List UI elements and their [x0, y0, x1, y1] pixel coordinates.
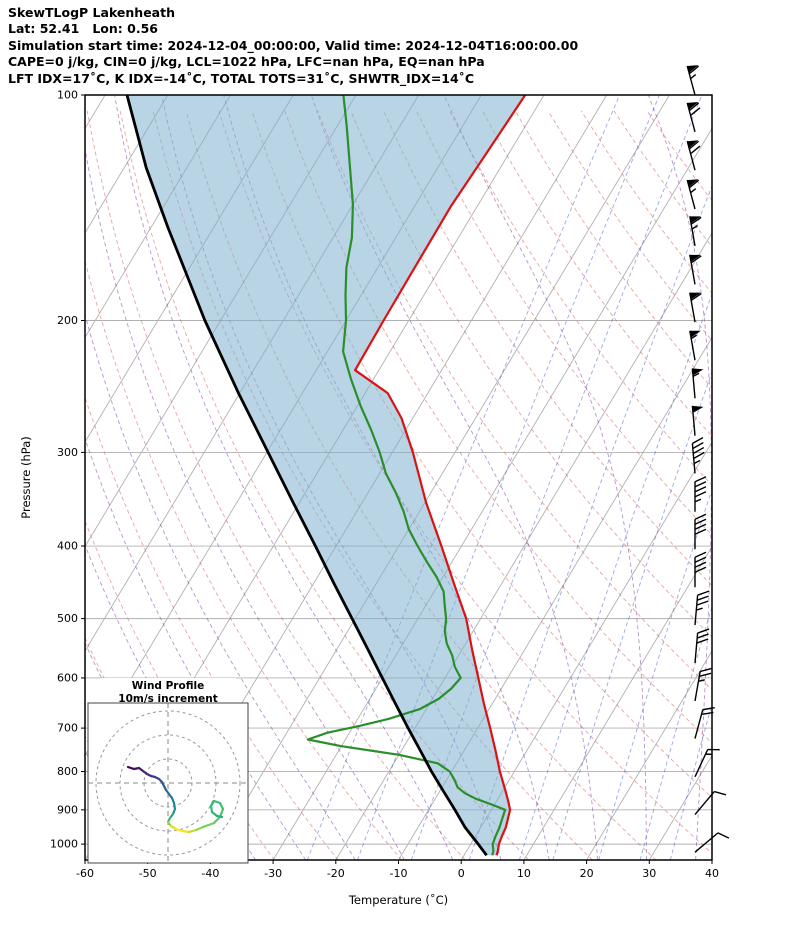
x-tick-label: -40	[201, 867, 219, 880]
hodograph-title: Wind Profile	[132, 680, 204, 692]
wind-barb	[689, 216, 702, 246]
wind-barb	[694, 476, 707, 512]
hodograph-trace-segment	[212, 815, 222, 825]
hodograph-subtitle: 10m/s increment	[118, 693, 217, 705]
wind-barb	[691, 436, 705, 474]
y-tick-label: 700	[57, 722, 78, 735]
temperature-line	[354, 95, 527, 856]
chart-indices-line1: CAPE=0 j/kg, CIN=0 j/kg, LCL=1022 hPa, L…	[8, 54, 485, 70]
x-tick-label: 30	[642, 867, 656, 880]
wind-barb	[689, 254, 702, 285]
wind-barb	[694, 832, 730, 853]
wind-barb	[689, 330, 701, 361]
wind-barb	[694, 706, 715, 739]
wind-barb	[691, 368, 704, 399]
hodograph-trace-segment	[201, 821, 216, 829]
y-tick-label: 300	[57, 446, 78, 459]
chart-location: Lat: 52.41 Lon: 0.56	[8, 21, 158, 37]
dewpoint-line	[306, 95, 507, 856]
wind-barb	[694, 590, 710, 626]
y-tick-label: 400	[57, 540, 78, 553]
y-tick-label: 900	[57, 803, 78, 816]
hodograph-ring	[95, 710, 241, 856]
x-axis-label: Temperature (˚C)	[348, 892, 448, 907]
wind-barb	[686, 179, 700, 210]
wind-barb	[694, 667, 713, 702]
y-tick-label: 100	[57, 89, 78, 102]
y-tick-label: 200	[57, 314, 78, 327]
x-tick-label: 40	[705, 867, 719, 880]
chart-title: SkewTLogP Lakenheath	[8, 5, 175, 20]
y-tick-label: 500	[57, 612, 78, 625]
wind-barb	[686, 65, 700, 96]
y-axis-label: Pressure (hPa)	[19, 436, 33, 519]
wind-barb	[694, 748, 720, 778]
parcel-line	[125, 95, 488, 857]
wind-barb	[691, 405, 704, 436]
chart-header: SkewTLogP Lakenheath Lat: 52.41 Lon: 0.5…	[8, 5, 578, 87]
x-tick-label: 20	[580, 867, 594, 880]
x-tick-label: -50	[139, 867, 157, 880]
wind-barb	[694, 628, 710, 664]
hodograph-ring	[119, 734, 217, 832]
axis-ticks: -60 -50 -40 -30 -20 -10 0 10 20 30 40 100 200 300 400 5…	[50, 89, 719, 881]
hodograph-title-bg	[100, 678, 236, 706]
x-tick-label: -20	[327, 867, 345, 880]
x-tick-label: 10	[517, 867, 531, 880]
hodograph-trace-segment	[218, 801, 225, 811]
x-tick-label: 0	[458, 867, 465, 880]
x-tick-label: -30	[264, 867, 282, 880]
hodograph-ring	[143, 758, 193, 808]
hodograph-box	[87, 702, 249, 864]
wind-barb	[694, 790, 727, 815]
wind-barb	[689, 292, 702, 323]
hodograph-trace-segment	[187, 828, 198, 834]
chart-indices-line2: LFT IDX=17˚C, K IDX=-14˚C, TOTAL TOTS=31…	[8, 70, 475, 86]
cape-shading	[127, 95, 526, 856]
wind-barb	[686, 101, 701, 133]
hodograph-trace-segment	[180, 829, 191, 834]
chart-times: Simulation start time: 2024-12-04_00:00:…	[8, 37, 579, 53]
mixing-ratio-lines	[306, 95, 712, 860]
y-tick-label: 1000	[50, 838, 78, 851]
wind-barb-column	[686, 65, 730, 853]
x-tick-label: -60	[76, 867, 94, 880]
wind-barb	[694, 551, 707, 588]
y-tick-label: 800	[57, 765, 78, 778]
hodograph-trace-segment	[215, 814, 224, 819]
hodograph-trace-segment	[194, 825, 205, 832]
y-tick-label: 600	[57, 671, 78, 684]
wind-barb	[686, 140, 701, 171]
x-tick-label: -10	[390, 867, 408, 880]
wind-barb	[694, 513, 707, 550]
